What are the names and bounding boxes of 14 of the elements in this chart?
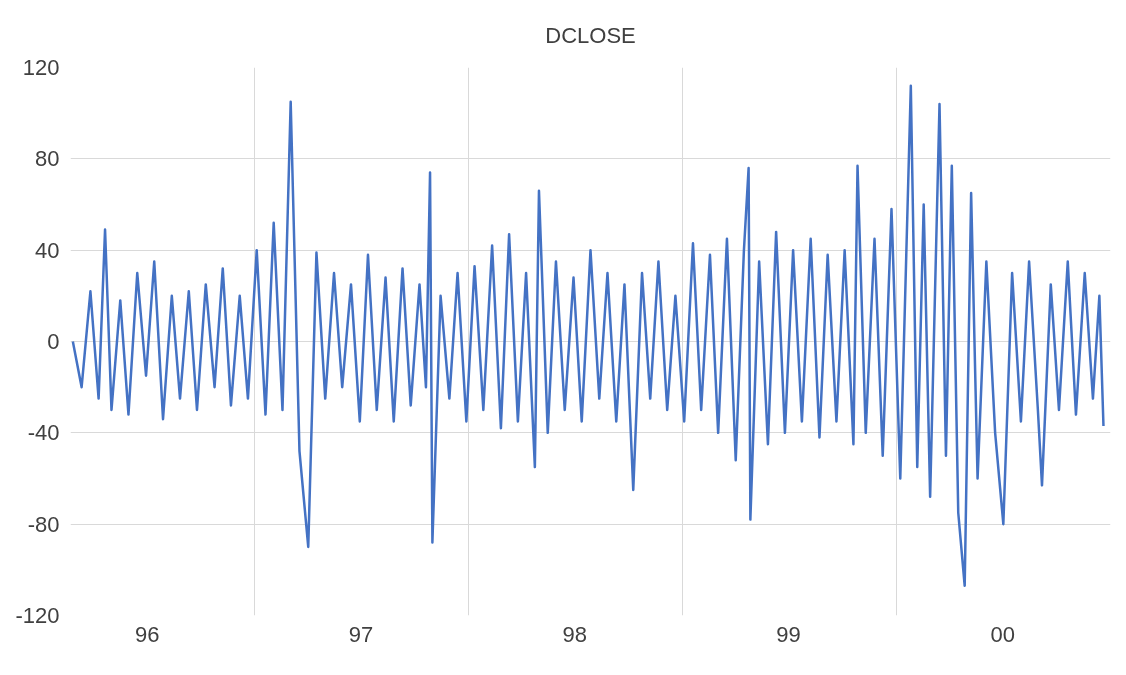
x-tick-label: 96 (134, 621, 160, 647)
y-tick-label: -120 (15, 603, 60, 628)
x-tick-label: 99 (776, 621, 801, 647)
y-tick-label: 80 (35, 146, 60, 172)
x-tick-label: 00 (990, 621, 1015, 647)
chart-title: DCLOSE (545, 22, 636, 48)
y-tick-label: -80 (27, 511, 60, 537)
y-tick-label: 0 (47, 329, 60, 354)
y-tick-label: 120 (22, 55, 60, 80)
x-tick-label: 98 (562, 621, 587, 647)
y-tick-label: -40 (27, 420, 60, 446)
x-tick-label: 97 (348, 621, 374, 647)
y-tick-label: 40 (35, 237, 60, 263)
line-series (71, 84, 1105, 588)
